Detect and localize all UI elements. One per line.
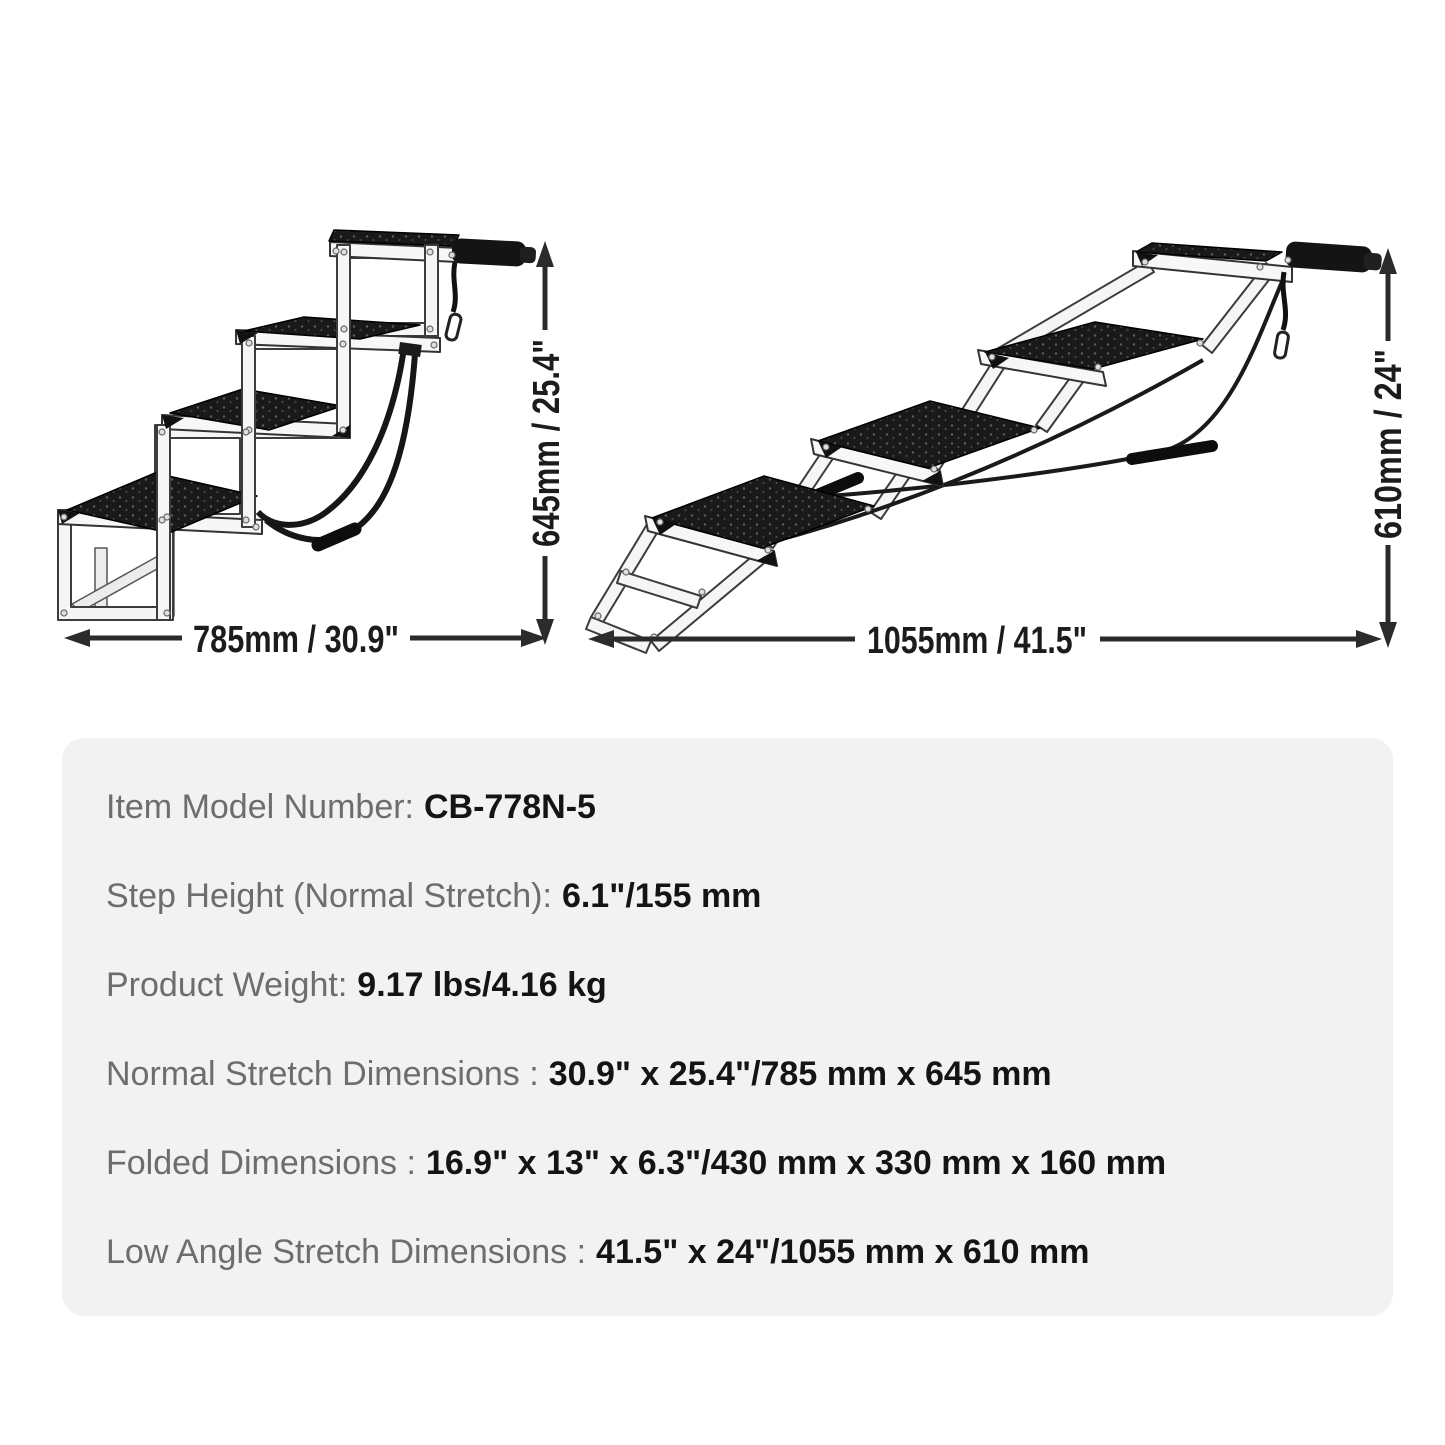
arrow-right-icon [1356,630,1382,648]
spec-value: 30.9" x 25.4"/785 mm x 645 mm [548,1055,1052,1093]
spec-value: CB-778N-5 [424,788,596,826]
spec-label: Folded Dimensions : [106,1144,416,1182]
stair-tread [1135,242,1283,262]
spec-value: 9.17 lbs/4.16 kg [357,966,607,1004]
handle-grip [451,238,536,267]
arrow-left-icon [588,630,614,648]
spec-value: 6.1"/155 mm [561,877,762,915]
carry-strap [255,347,407,528]
arrow-down-icon [1379,622,1397,648]
stair-tread [243,316,421,340]
stair-tread [984,321,1204,370]
spec-row-model: Item Model Number: CB-778N-5 [106,763,1353,852]
product-diagrams: 785mm / 30.9" 645mm / 25.4" [57,229,1410,662]
corner-bracket [922,471,943,486]
arrow-down-icon [536,619,554,645]
stair-frame [424,244,439,337]
spec-value: 16.9" x 13" x 6.3"/430 mm x 330 mm x 160… [425,1144,1167,1182]
spec-label: Low Angle Stretch Dimensions : [106,1233,587,1271]
spec-row-folded-dimensions: Folded Dimensions : 16.9" x 13" x 6.3"/4… [106,1119,1353,1208]
spec-label: Item Model Number: [106,788,414,826]
carabiner-icon [1273,330,1290,360]
spec-row-weight: Product Weight: 9.17 lbs/4.16 kg [106,941,1353,1030]
low-angle-width-label: 1055mm / 41.5" [867,620,1087,662]
normal-stretch-diagram: 785mm / 30.9" 645mm / 25.4" [57,229,568,661]
strap-pad [311,522,362,552]
hanging-strap [1280,271,1289,331]
arrow-left-icon [64,629,90,647]
strap-bracket [398,342,422,357]
low-angle-height-label: 610mm / 24" [1368,349,1410,539]
tension-strap [767,358,1204,545]
spec-value: 41.5" x 24"/1055 mm x 610 mm [596,1233,1090,1271]
corner-bracket [236,330,258,344]
arrow-up-icon [536,241,554,267]
low-angle-stretch-diagram: 1055mm / 41.5" 610mm / 24" [585,241,1410,662]
handle-grip [1285,241,1382,273]
corner-bracket [756,551,777,566]
hanging-strap [450,261,458,313]
spec-label: Step Height (Normal Stretch): [106,877,552,915]
stair-tread [328,229,460,247]
spec-label: Product Weight: [106,966,348,1004]
strap-pad [1126,440,1218,465]
arrow-up-icon [1379,248,1397,274]
spec-panel: Item Model Number: CB-778N-5 Step Height… [62,738,1393,1316]
stair-tread [651,475,875,549]
normal-width-label: 785mm / 30.9" [193,619,399,661]
carabiner-icon [444,312,463,342]
spec-row-step-height: Step Height (Normal Stretch): 6.1"/155 m… [106,852,1353,941]
stair-tread [817,400,1041,469]
spec-label: Normal Stretch Dimensions : [106,1055,539,1093]
spec-row-normal-dimensions: Normal Stretch Dimensions : 30.9" x 25.4… [106,1030,1353,1119]
carry-strap [264,353,418,543]
normal-height-label: 645mm / 25.4" [526,339,568,547]
spec-row-low-angle-dimensions: Low Angle Stretch Dimensions : 41.5" x 2… [106,1208,1353,1297]
arrow-right-icon [521,629,547,647]
corner-bracket [162,415,184,429]
stair-frame [71,555,167,613]
screws [60,247,456,617]
